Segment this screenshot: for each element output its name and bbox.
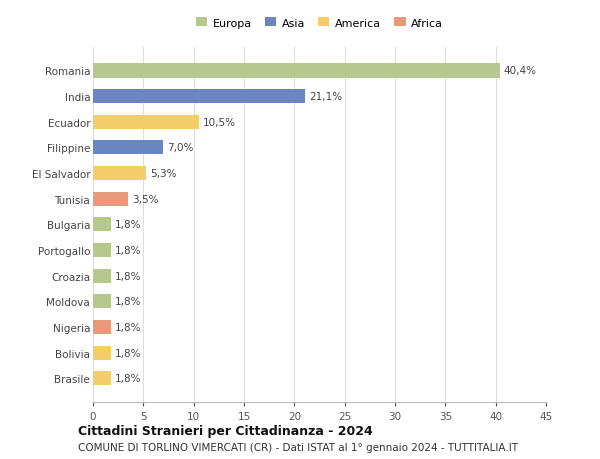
Text: 1,8%: 1,8%: [115, 348, 142, 358]
Bar: [93, 64, 500, 78]
Text: 5,3%: 5,3%: [151, 169, 177, 179]
Bar: [93, 192, 128, 207]
Bar: [93, 269, 111, 283]
Text: 1,8%: 1,8%: [115, 271, 142, 281]
Text: COMUNE DI TORLINO VIMERCATI (CR) - Dati ISTAT al 1° gennaio 2024 - TUTTITALIA.IT: COMUNE DI TORLINO VIMERCATI (CR) - Dati …: [78, 442, 518, 452]
Bar: [93, 295, 111, 309]
Text: 1,8%: 1,8%: [115, 374, 142, 384]
Text: 1,8%: 1,8%: [115, 297, 142, 307]
Bar: [93, 141, 163, 155]
Text: 10,5%: 10,5%: [203, 118, 236, 128]
Bar: [93, 90, 305, 104]
Text: 7,0%: 7,0%: [167, 143, 194, 153]
Bar: [93, 346, 111, 360]
Text: 3,5%: 3,5%: [132, 194, 159, 204]
Legend: Europa, Asia, America, Africa: Europa, Asia, America, Africa: [193, 15, 446, 32]
Text: 1,8%: 1,8%: [115, 246, 142, 256]
Bar: [93, 218, 111, 232]
Bar: [93, 116, 199, 129]
Text: Cittadini Stranieri per Cittadinanza - 2024: Cittadini Stranieri per Cittadinanza - 2…: [78, 425, 373, 437]
Bar: [93, 243, 111, 257]
Text: 1,8%: 1,8%: [115, 322, 142, 332]
Text: 1,8%: 1,8%: [115, 220, 142, 230]
Bar: [93, 320, 111, 334]
Bar: [93, 371, 111, 386]
Text: 40,4%: 40,4%: [504, 66, 537, 76]
Text: 21,1%: 21,1%: [310, 92, 343, 102]
Bar: [93, 167, 146, 181]
